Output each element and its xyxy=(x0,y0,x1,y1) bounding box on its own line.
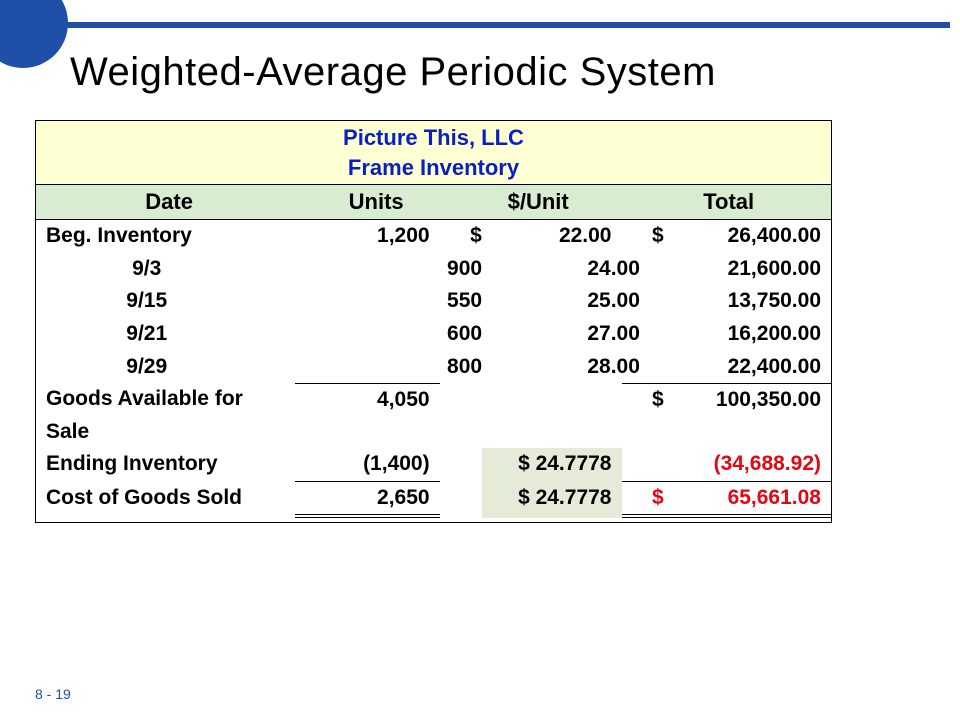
corner-circle-icon xyxy=(0,0,68,68)
blank-cell xyxy=(440,482,482,519)
ending-inventory-total: (34,688.92) xyxy=(664,448,831,482)
row-unit-price: 22.00 xyxy=(482,220,622,253)
ending-inventory-units: (1,400) xyxy=(295,448,439,482)
row-units: 600 xyxy=(367,318,492,351)
row-total: 13,750.00 xyxy=(687,285,831,318)
cogs-total: 65,661.08 xyxy=(664,482,831,519)
row-currency-unit xyxy=(492,318,529,351)
row-currency-total xyxy=(650,318,687,351)
table-row: Beg. Inventory1,200$22.00$26,400.00 xyxy=(36,220,831,253)
row-total: 16,200.00 xyxy=(687,318,831,351)
table-bottom-spacer xyxy=(36,518,831,522)
col-header-unit-price: $/Unit xyxy=(450,185,626,219)
table-subtitle: Frame Inventory xyxy=(36,153,831,183)
ending-inventory-label: Ending Inventory xyxy=(36,448,295,482)
col-header-total: Total xyxy=(626,185,831,219)
row-unit-price: 28.00 xyxy=(529,351,650,384)
top-accent-rule xyxy=(0,22,950,28)
table-row: 9/29800 28.00 22,400.00 xyxy=(36,351,831,384)
row-unit-price: 25.00 xyxy=(529,285,650,318)
column-headers-row: Date Units $/Unit Total xyxy=(36,185,831,220)
company-name: Picture This, LLC xyxy=(36,123,831,153)
blank-cell xyxy=(622,448,664,482)
col-header-units: Units xyxy=(302,185,450,219)
cogs-units: 2,650 xyxy=(295,482,439,519)
data-rows-container: Beg. Inventory1,200$22.00$26,400.009/390… xyxy=(36,220,831,383)
cogs-label: Cost of Goods Sold xyxy=(36,482,295,519)
row-currency-total xyxy=(650,253,687,286)
row-date: 9/29 xyxy=(36,351,367,384)
row-units: 800 xyxy=(367,351,492,384)
goods-available-total: 100,350.00 xyxy=(664,383,831,448)
slide-title: Weighted-Average Periodic System xyxy=(70,50,920,95)
goods-available-units: 4,050 xyxy=(295,383,439,448)
table-row: 9/21600 27.00 16,200.00 xyxy=(36,318,831,351)
cogs-row: Cost of Goods Sold 2,650 $ 24.7778 $ 65,… xyxy=(36,482,831,519)
blank-cell xyxy=(440,383,482,448)
row-currency-unit xyxy=(492,351,529,384)
row-currency-total xyxy=(650,285,687,318)
row-currency-unit xyxy=(492,253,529,286)
row-currency-unit xyxy=(492,285,529,318)
goods-available-label: Goods Available for Sale xyxy=(36,383,295,448)
row-unit-price: 24.00 xyxy=(529,253,650,286)
inventory-table: Picture This, LLC Frame Inventory Date U… xyxy=(35,120,832,523)
row-date: 9/15 xyxy=(36,285,367,318)
table-row: 9/3900 24.00 21,600.00 xyxy=(36,253,831,286)
goods-available-row: Goods Available for Sale 4,050 $ 100,350… xyxy=(36,383,831,448)
cogs-unit-price: $ 24.7778 xyxy=(482,482,622,519)
table-title-band: Picture This, LLC Frame Inventory xyxy=(36,121,831,185)
row-units: 1,200 xyxy=(295,220,439,253)
row-units: 900 xyxy=(367,253,492,286)
row-total: 22,400.00 xyxy=(687,351,831,384)
row-total: 21,600.00 xyxy=(687,253,831,286)
ending-inventory-row: Ending Inventory (1,400) $ 24.7778 (34,6… xyxy=(36,448,831,482)
row-units: 550 xyxy=(367,285,492,318)
row-date: 9/21 xyxy=(36,318,367,351)
row-currency-total: $ xyxy=(622,220,664,253)
cogs-currency: $ xyxy=(622,482,664,519)
row-currency-unit: $ xyxy=(440,220,482,253)
goods-available-currency: $ xyxy=(622,383,664,448)
row-date: Beg. Inventory xyxy=(36,220,295,253)
row-unit-price: 27.00 xyxy=(529,318,650,351)
row-total: 26,400.00 xyxy=(664,220,831,253)
blank-cell xyxy=(482,383,622,448)
row-date: 9/3 xyxy=(36,253,367,286)
ending-inventory-unit-price: $ 24.7778 xyxy=(482,448,622,482)
blank-cell xyxy=(440,448,482,482)
row-currency-total xyxy=(650,351,687,384)
col-header-date: Date xyxy=(36,185,302,219)
page-number: 8 - 19 xyxy=(35,686,71,702)
table-row: 9/15550 25.00 13,750.00 xyxy=(36,285,831,318)
